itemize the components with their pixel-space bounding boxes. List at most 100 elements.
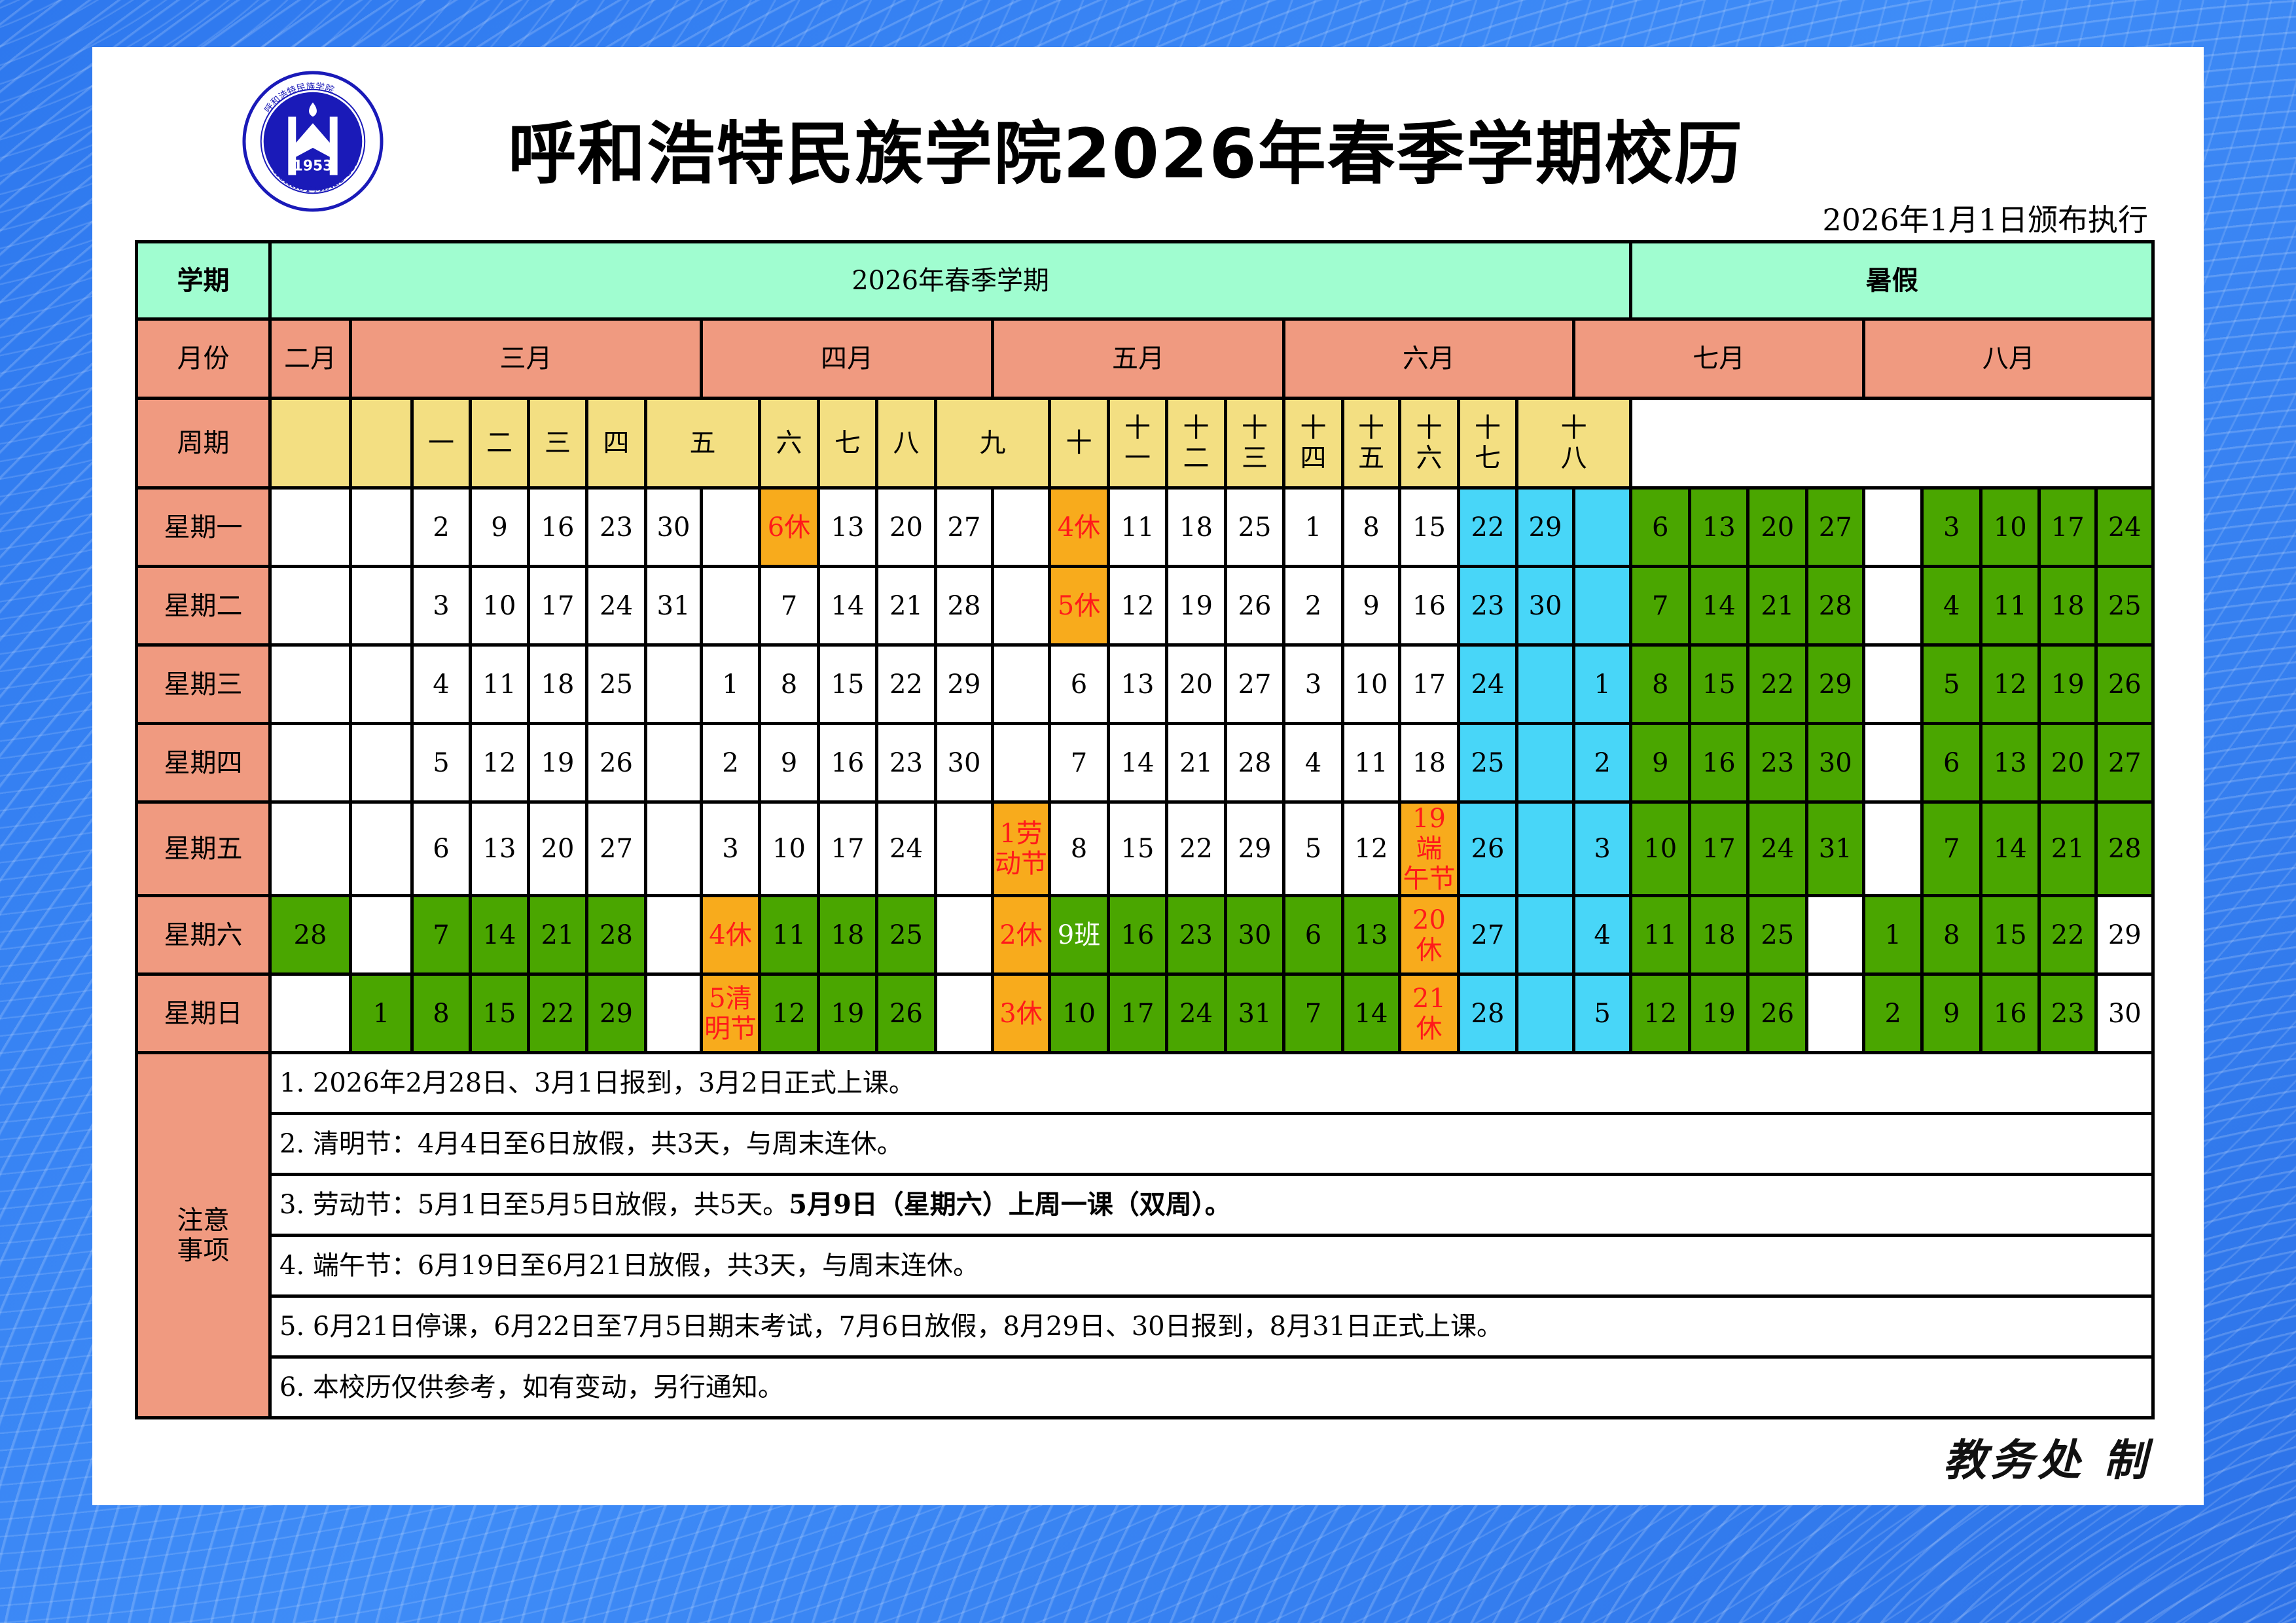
rest-day-cell: 1 bbox=[349, 972, 414, 1054]
rest-day-cell: 7 bbox=[1282, 972, 1344, 1054]
week-cell: 十 七 bbox=[1457, 397, 1518, 490]
date-cell: 8 bbox=[1048, 800, 1110, 897]
date-cell bbox=[349, 800, 414, 897]
week-cell bbox=[349, 397, 414, 490]
date-cell bbox=[1805, 894, 1866, 976]
svg-text:1953: 1953 bbox=[293, 158, 333, 175]
day-row: 星期五 6 13 20 27 3 10 17 24 1劳 动节 8 15 22 29 5 12 19端 午节 26… bbox=[135, 800, 2155, 897]
note-row: 4. 端午节：6月19日至6月21日放假，共3天，与周末连休。 bbox=[137, 1234, 2155, 1298]
date-cell bbox=[644, 972, 703, 1054]
date-cell: 1 bbox=[1282, 486, 1344, 568]
rest-day-cell: 9 bbox=[1920, 972, 1983, 1054]
date-cell: 2 bbox=[410, 486, 472, 568]
date-cell bbox=[1862, 722, 1924, 804]
rest-day-cell: 14 bbox=[469, 894, 530, 976]
holiday-cell: 20 休 bbox=[1398, 894, 1460, 976]
rest-day-cell: 6 bbox=[1629, 486, 1692, 568]
rest-day-cell: 14 bbox=[1341, 972, 1401, 1054]
date-cell: 10 bbox=[758, 800, 820, 897]
day-row: 星期四 5 12 19 26 2 9 16 23 30 7 14 21 28 4 11 18 25 2 9 16 23 30… bbox=[135, 722, 2155, 804]
week-cell: 十 bbox=[1048, 397, 1110, 490]
week-cell: 十 一 bbox=[1107, 397, 1168, 490]
date-cell: 18 bbox=[1165, 486, 1227, 568]
summer-vacation: 暑假 bbox=[1629, 240, 2155, 321]
date-cell bbox=[700, 565, 761, 647]
date-cell: 4 bbox=[410, 643, 472, 725]
date-cell: 23 bbox=[585, 486, 647, 568]
month-label: 月份 bbox=[135, 317, 272, 400]
rest-day-cell: 29 bbox=[585, 972, 647, 1054]
rest-day-cell: 23 bbox=[2037, 972, 2098, 1054]
rest-day-cell: 11 bbox=[1979, 565, 2041, 647]
date-cell: 7 bbox=[1048, 722, 1110, 804]
date-cell: 6 bbox=[410, 800, 472, 897]
month-cell: 五月 bbox=[991, 317, 1285, 400]
week-cell: 十 六 bbox=[1398, 397, 1460, 490]
date-cell bbox=[991, 643, 1051, 725]
rest-day-cell: 11 bbox=[758, 894, 820, 976]
note-item: 2. 清明节：4月4日至6日放假，共3天，与周末连休。 bbox=[268, 1112, 2155, 1176]
rest-day-cell: 30 bbox=[1805, 722, 1866, 804]
holiday-cell: 2休 bbox=[991, 894, 1051, 976]
rest-day-cell: 12 bbox=[1979, 643, 2041, 725]
date-cell: 17 bbox=[817, 800, 878, 897]
date-cell: 21 bbox=[875, 565, 937, 647]
note-text: 6. 本校历仅供参考，如有变动，另行通知。 bbox=[279, 1372, 784, 1402]
week-cell: 七 bbox=[817, 397, 878, 490]
date-cell bbox=[349, 722, 414, 804]
note-row: 2. 清明节：4月4日至6日放假，共3天，与周末连休。 bbox=[137, 1112, 2155, 1176]
date-cell: 5 bbox=[1282, 800, 1344, 897]
month-cell: 八月 bbox=[1862, 317, 2155, 400]
holiday-cell: 6休 bbox=[758, 486, 820, 568]
week-cell: 十 五 bbox=[1341, 397, 1401, 490]
day-row: 星期一 2 9 16 23 30 6休 13 20 27 4休 11 18 25 1 8 15 22 29 6 13 20… bbox=[135, 486, 2155, 568]
date-cell: 11 bbox=[1341, 722, 1401, 804]
date-cell: 12 bbox=[1341, 800, 1401, 897]
date-cell bbox=[268, 722, 352, 804]
note-row: 5. 6月21日停课，6月22日至7月5日期末考试，7月6日放假，8月29日、3… bbox=[137, 1294, 2155, 1359]
rest-day-cell: 2 bbox=[1862, 972, 1924, 1054]
date-cell: 11 bbox=[1107, 486, 1168, 568]
week-row: 周期 一二三四五六七八九十十 一十 二十 三十 四十 五十 六十 七十 八 bbox=[135, 397, 2155, 490]
rest-day-cell: 22 bbox=[1746, 643, 1809, 725]
date-cell: 18 bbox=[1398, 722, 1460, 804]
date-cell: 17 bbox=[1398, 643, 1460, 725]
date-cell: 26 bbox=[1224, 565, 1285, 647]
date-cell: 3 bbox=[700, 800, 761, 897]
exam-cell: 25 bbox=[1457, 722, 1518, 804]
rest-day-cell: 19 bbox=[2037, 643, 2098, 725]
rest-day-cell: 18 bbox=[1688, 894, 1750, 976]
rest-day-cell: 14 bbox=[1688, 565, 1750, 647]
week-cell: 四 bbox=[585, 397, 647, 490]
weekday-label: 星期一 bbox=[135, 486, 272, 568]
rest-day-cell: 18 bbox=[817, 894, 878, 976]
page-title: 呼和浩特民族学院2026年春季学期校历 bbox=[508, 114, 1744, 194]
rest-day-cell: 21 bbox=[1746, 565, 1809, 647]
rest-day-cell: 1 bbox=[1862, 894, 1924, 976]
note-item: 1. 2026年2月28日、3月1日报到，3月2日正式上课。 bbox=[268, 1051, 2155, 1115]
rest-day-cell: 15 bbox=[469, 972, 530, 1054]
rest-day-cell: 20 bbox=[2037, 722, 2098, 804]
date-cell: 6 bbox=[1048, 643, 1110, 725]
date-cell: 12 bbox=[469, 722, 530, 804]
rest-day-cell: 21 bbox=[527, 894, 588, 976]
date-cell: 22 bbox=[1165, 800, 1227, 897]
date-cell: 21 bbox=[1165, 722, 1227, 804]
date-cell: 17 bbox=[527, 565, 588, 647]
date-cell bbox=[268, 565, 352, 647]
rest-day-cell: 28 bbox=[585, 894, 647, 976]
note-text: 2. 清明节：4月4日至6日放假，共3天，与周末连休。 bbox=[279, 1129, 903, 1159]
date-cell: 15 bbox=[1398, 486, 1460, 568]
date-cell bbox=[934, 800, 994, 897]
note-text: 4. 端午节：6月19日至6月21日放假，共3天，与周末连休。 bbox=[279, 1251, 980, 1281]
rest-day-cell: 17 bbox=[1688, 800, 1750, 897]
issue-date: 2026年1月1日颁布执行 bbox=[1822, 202, 2148, 238]
rest-day-cell: 16 bbox=[1688, 722, 1750, 804]
rest-day-cell: 28 bbox=[1805, 565, 1866, 647]
holiday-cell: 19端 午节 bbox=[1398, 800, 1460, 897]
rest-day-cell: 6 bbox=[1920, 722, 1983, 804]
date-cell: 31 bbox=[644, 565, 703, 647]
exam-cell bbox=[1515, 972, 1575, 1054]
semester-label: 学期 bbox=[135, 240, 272, 321]
date-cell: 29 bbox=[2094, 894, 2155, 976]
